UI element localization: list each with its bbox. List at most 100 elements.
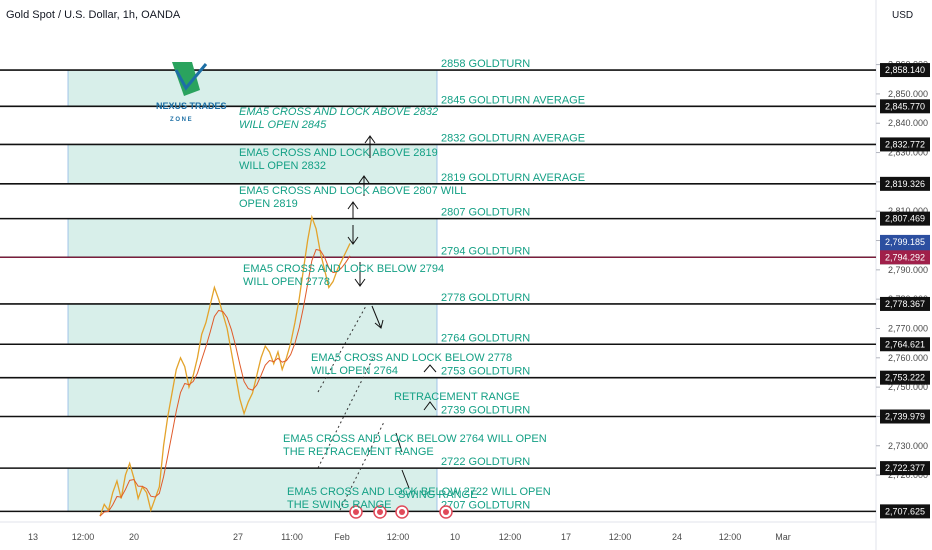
level-label: 2845 GOLDTURN AVERAGE	[441, 94, 585, 106]
price-tag-label: 2,832.772	[885, 139, 925, 149]
arrow-up-head	[347, 201, 359, 210]
arrow-up-head	[423, 401, 437, 411]
level-label: 2794 GOLDTURN	[441, 245, 530, 257]
y-tick-label: 2,730.000	[888, 441, 928, 451]
x-tick-label: Feb	[334, 532, 350, 542]
x-tick-label: 24	[672, 532, 682, 542]
arrow-up-head	[423, 364, 437, 373]
price-tag-label: 2,764.621	[885, 339, 925, 349]
level-label: 2739 GOLDTURN	[441, 405, 530, 417]
level-label: 2819 GOLDTURN AVERAGE	[441, 172, 585, 184]
y-tick-label: 2,810.000	[888, 206, 928, 216]
x-tick-label: 13	[28, 532, 38, 542]
time-axis-labels: 13 12:00 20 27 11:00 Feb 12:00 10 12:00 17 12:00 24…	[28, 532, 791, 542]
y-tick-label: 2,770.000	[888, 323, 928, 333]
y-tick-label: 2,830.000	[888, 148, 928, 158]
level-price-label: 2,794.292	[885, 252, 925, 262]
price-tag-label: 2,778.367	[885, 299, 925, 309]
price-tag	[880, 99, 930, 114]
arrow-down	[395, 432, 403, 453]
price-tag-label: 2,858.140	[885, 65, 925, 75]
annotation-text: OPEN 2819	[239, 198, 298, 210]
price-tag-label: 2,819.326	[885, 179, 925, 189]
x-tick-label: 27	[233, 532, 243, 542]
x-tick-label: 17	[561, 532, 571, 542]
annotation-text: WILL OPEN 2845	[239, 119, 327, 131]
y-tick-label: 2,760.000	[888, 353, 928, 363]
arrow-down	[401, 469, 410, 489]
level-price-tag	[880, 250, 930, 265]
x-tick-label: 12:00	[387, 532, 410, 542]
price-tag	[880, 211, 930, 226]
zone-rect	[67, 377, 438, 417]
level-label: 2807 GOLDTURN	[441, 207, 530, 219]
price-tag-label: 2,707.625	[885, 506, 925, 516]
event-flag-dot	[377, 509, 383, 515]
price-tag-label: 2,753.222	[885, 373, 925, 383]
event-flag-dot	[399, 509, 405, 515]
level-label: 2778 GOLDTURN	[441, 292, 530, 304]
x-tick-label: 12:00	[72, 532, 95, 542]
x-tick-label: 11:00	[281, 532, 303, 542]
level-label: 2707 GOLDTURN	[441, 499, 530, 511]
current-price-label: 2,799.185	[885, 237, 925, 247]
annotation-text: EMA5 CROSS AND LOCK BELOW 2778	[311, 352, 512, 364]
logo-line1: NEXUS TRADES	[156, 101, 227, 111]
annotation-text: THE RETRACEMENT RANGE	[283, 446, 434, 458]
x-tick-label: 12:00	[499, 532, 522, 542]
level-label: 2764 GOLDTURN	[441, 332, 530, 344]
price-tag	[880, 137, 930, 152]
annotation-text: WILL OPEN 2778	[243, 276, 330, 288]
logo-shield-icon	[172, 62, 200, 96]
event-flag-dot	[353, 509, 359, 515]
annotation-text: EMA5 CROSS AND LOCK BELOW 2764 WILL OPEN	[283, 433, 547, 445]
zone-rect	[67, 467, 438, 512]
price-tag	[880, 63, 930, 78]
y-tick-label: 2,850.000	[888, 89, 928, 99]
annotation-text: EMA5 CROSS AND LOCK ABOVE 2832	[239, 106, 438, 118]
price-tag-label: 2,722.377	[885, 463, 925, 473]
price-tag	[880, 296, 930, 311]
projection-path	[317, 305, 367, 393]
price-tag	[880, 461, 930, 476]
zone-rect	[67, 218, 438, 258]
price-tag-label: 2,807.469	[885, 214, 925, 224]
annotation-text: EMA5 CROSS AND LOCK ABOVE 2819	[239, 147, 438, 159]
arrow-down	[371, 305, 382, 329]
level-label: 2832 GOLDTURN AVERAGE	[441, 132, 585, 144]
event-markers	[349, 505, 453, 519]
level-label: 2722 GOLDTURN	[441, 456, 530, 468]
price-tag-label: 2,739.979	[885, 412, 925, 422]
y-tick-label: 2,790.000	[888, 265, 928, 275]
nexus-trades-logo: NEXUS TRADES Z O N E	[156, 62, 227, 123]
annotation-text: WILL OPEN 2832	[239, 160, 326, 172]
price-line	[99, 214, 351, 517]
logo-line2: Z O N E	[170, 117, 192, 123]
annotation-text: RETRACEMENT RANGE	[394, 391, 520, 403]
currency-label[interactable]: USD	[892, 10, 914, 21]
x-tick-label: 20	[129, 532, 139, 542]
level-lines: 2858 GOLDTURN 2845 GOLDTURN AVERAGE 2832 G…	[0, 58, 876, 513]
level-label: 2753 GOLDTURN	[441, 366, 530, 378]
price-tag	[880, 409, 930, 424]
arrow-down-head	[347, 236, 359, 245]
arrow-up-head	[364, 135, 376, 144]
price-tags: 2,858.140 2,845.770 2,832.772 2,819.326 2,80…	[880, 63, 930, 519]
y-tick-label: 2,840.000	[888, 118, 928, 128]
arrow-down-head	[374, 319, 384, 329]
annotation-text: SWING RANGE	[398, 489, 477, 501]
logo-check-icon	[174, 63, 208, 91]
annotation-text: EMA5 CROSS AND LOCK BELOW 2722 WILL OPEN	[287, 486, 551, 498]
arrow-down-head	[354, 278, 366, 287]
x-tick-label: 12:00	[719, 532, 742, 542]
price-tag	[880, 370, 930, 385]
chart-title: Gold Spot / U.S. Dollar, 1h, OANDA	[6, 9, 181, 21]
event-flag-dot	[443, 509, 449, 515]
price-tag	[880, 176, 930, 191]
projection-arrows	[317, 135, 437, 511]
arrow-up-head	[358, 175, 370, 184]
annotation-text: THE SWING RANGE	[287, 499, 392, 511]
zone-rect	[67, 303, 438, 345]
